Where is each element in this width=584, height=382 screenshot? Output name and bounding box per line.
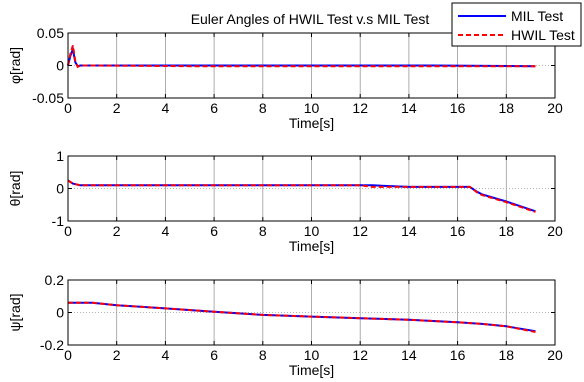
x-tick-label: 20 [547,223,563,239]
legend: MIL Test HWIL Test [451,2,582,47]
x-tick-label: 20 [547,347,563,363]
legend-label: HWIL Test [511,27,575,43]
x-tick-label: 14 [401,100,417,116]
series-line-hwil-test [68,301,536,333]
x-tick-label: 12 [352,347,368,363]
y-tick-label: -0.05 [32,90,64,106]
x-tick-label: 12 [352,100,368,116]
x-tick-label: 4 [162,100,170,116]
x-tick-label: 8 [259,347,267,363]
legend-box [451,2,582,47]
x-tick-label: 4 [162,347,170,363]
x-tick-label: 2 [113,347,121,363]
x-axis-label: Time[s] [289,115,334,131]
x-axis-label: Time[s] [289,362,334,378]
subplot-1: 0 2 4 6 8 10 12 14 16 18 20-0.0500.05Time[s]φ[rad]… [7,2,582,131]
series-line-hwil-test [67,45,536,69]
y-axis-label: ψ[rad] [7,294,23,332]
x-tick-label: 2 [113,100,121,116]
y-tick-label: -0.2 [40,337,64,353]
x-tick-label: 8 [259,100,267,116]
x-tick-label: 6 [210,347,218,363]
x-tick-label: 14 [401,223,417,239]
x-tick-label: 10 [304,100,320,116]
x-tick-label: 10 [304,347,320,363]
y-tick-label: -1 [52,213,65,229]
x-tick-label: 20 [547,100,563,116]
y-axis-label: θ[rad] [7,171,23,207]
x-tick-label: 16 [450,347,466,363]
x-tick-label: 0 [64,347,72,363]
series-line-mil-test [67,45,536,68]
x-tick-label: 16 [450,223,466,239]
x-tick-label: 14 [401,347,417,363]
x-tick-label: 18 [499,223,515,239]
legend-label: MIL Test [511,8,563,24]
x-tick-label: 4 [162,223,170,239]
x-tick-label: 2 [113,223,121,239]
x-tick-label: 0 [64,100,72,116]
x-tick-label: 18 [499,100,515,116]
x-tick-label: 10 [304,223,320,239]
series-line-hwil-test [67,179,536,213]
x-axis-label: Time[s] [289,238,334,254]
x-tick-label: 12 [352,223,368,239]
y-tick-label: 0 [56,181,64,197]
x-tick-label: 18 [499,347,515,363]
y-axis-label: φ[rad] [7,47,23,84]
chart-title: Euler Angles of HWIL Test v.s MIL Test [191,11,430,27]
y-tick-label: 0.2 [45,272,65,288]
x-tick-label: 0 [64,223,72,239]
y-tick-label: 0 [56,305,64,321]
x-tick-label: 6 [210,223,218,239]
y-tick-label: 1 [56,148,64,164]
x-tick-label: 6 [210,100,218,116]
x-tick-label: 16 [450,100,466,116]
y-tick-label: 0.05 [37,25,64,41]
x-tick-label: 8 [259,223,267,239]
y-tick-label: 0 [56,58,64,74]
